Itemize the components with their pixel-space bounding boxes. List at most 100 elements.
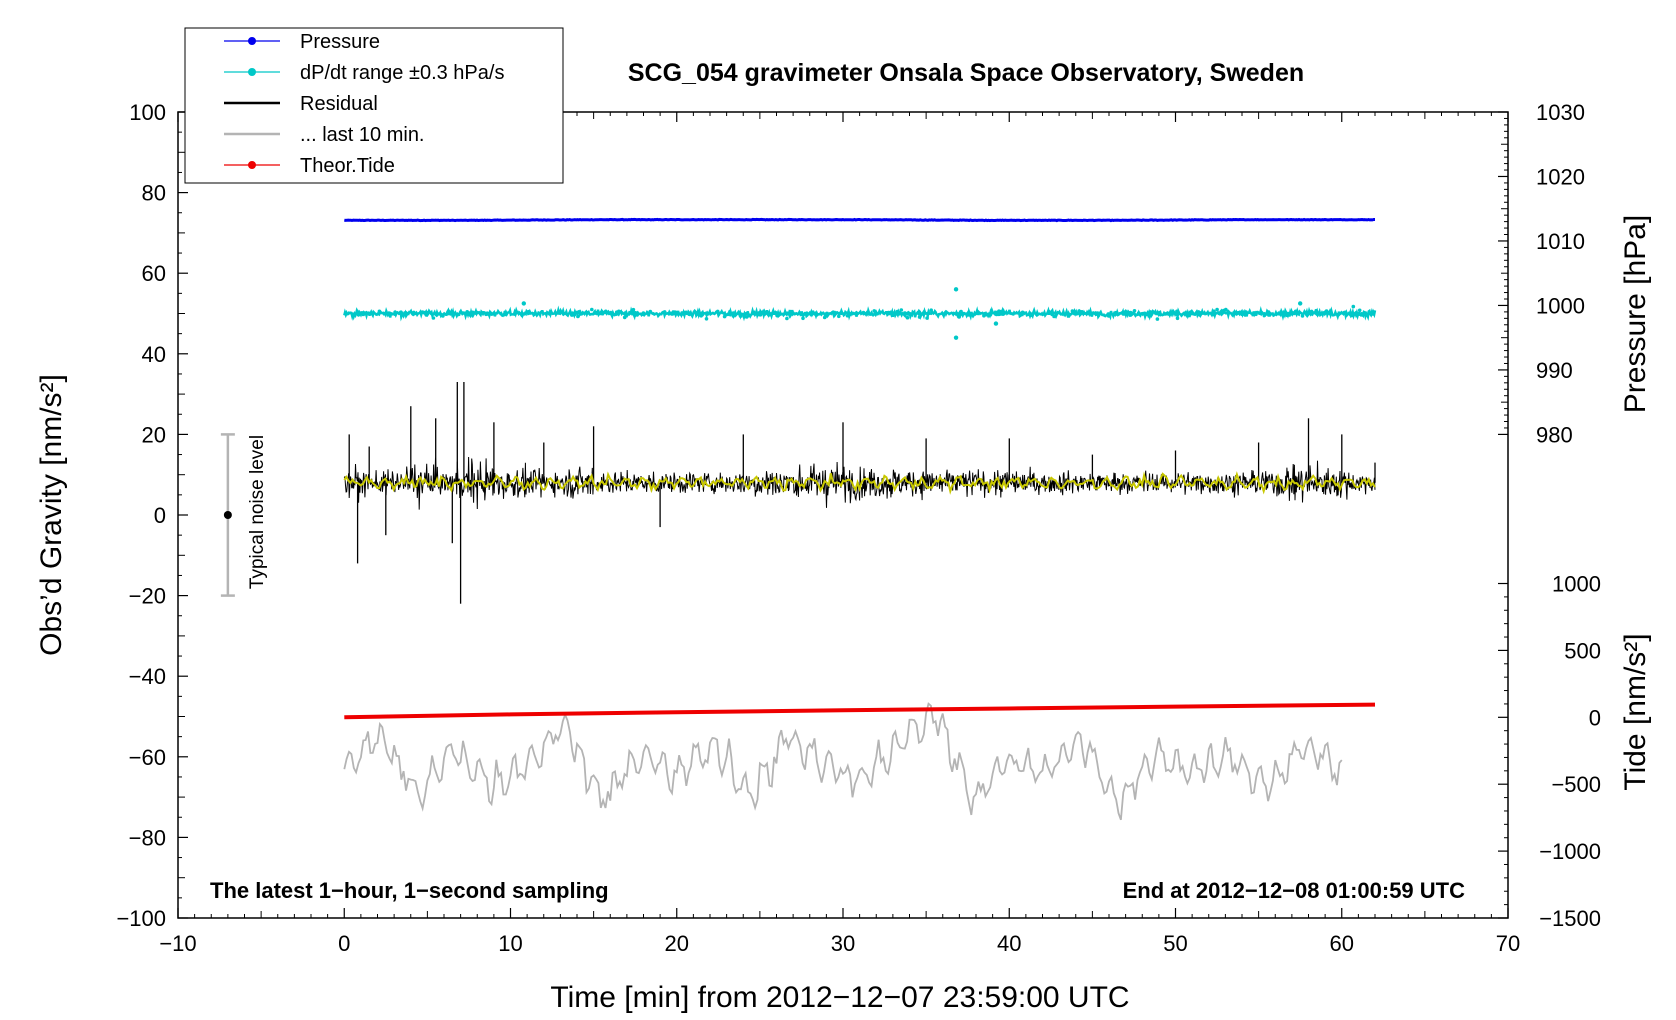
dpdt-point: [622, 315, 627, 320]
pressure-tick-label: 980: [1536, 422, 1573, 447]
dpdt-point: [431, 316, 436, 320]
dpdt-point: [614, 310, 619, 315]
dpdt-point: [905, 315, 910, 320]
dpdt-point: [962, 311, 966, 316]
dpdt-point: [460, 311, 465, 315]
dpdt-point: [1128, 310, 1133, 315]
dpdt-point: [399, 310, 403, 315]
dpdt-point: [600, 311, 605, 316]
y-axis-title-tide: Tide [nm/s²]: [1619, 633, 1652, 790]
y-axis-title-left: Obs’d Gravity [nm/s²]: [35, 374, 68, 656]
y-tick-label: 100: [129, 100, 166, 125]
tide-tick-label: −1500: [1539, 906, 1601, 931]
dpdt-point: [1197, 313, 1202, 317]
dpdt-point: [875, 312, 879, 316]
dpdt-point: [470, 310, 475, 315]
dpdt-point: [801, 316, 805, 321]
pressure-tick-label: 1020: [1536, 164, 1585, 189]
dpdt-point: [503, 310, 507, 315]
dpdt-point: [982, 313, 986, 318]
dpdt-point: [810, 310, 814, 315]
legend-marker: [248, 68, 256, 76]
dpdt-point: [609, 310, 613, 315]
x-tick-label: 50: [1163, 931, 1187, 956]
dpdt-point: [699, 314, 703, 318]
dpdt-point: [1030, 313, 1034, 318]
last-10-min-series: [343, 702, 1343, 821]
noise-bar-center-dot: [223, 511, 232, 519]
x-tick-label: −10: [159, 931, 196, 956]
tide-tick-label: 500: [1564, 638, 1601, 663]
dpdt-point: [1292, 311, 1296, 316]
dpdt-point: [775, 313, 779, 318]
y-tick-label: −20: [129, 584, 166, 609]
y-tick-label: 80: [142, 181, 166, 206]
dpdt-point: [548, 311, 553, 316]
dpdt-point: [393, 310, 397, 315]
dpdt-point: [1279, 310, 1283, 314]
legend-label: Theor.Tide: [300, 155, 395, 177]
dpdt-point: [481, 311, 486, 315]
tide-tick-label: −1000: [1539, 839, 1601, 864]
dpdt-point: [917, 315, 922, 319]
dpdt-point: [722, 314, 727, 319]
dpdt-point: [925, 316, 929, 320]
pressure-tick-label: 990: [1536, 358, 1573, 383]
dpdt-point: [604, 309, 608, 314]
pressure-tick-label: 1010: [1536, 229, 1585, 254]
dpdt-point: [630, 310, 635, 315]
dpdt-point: [631, 307, 636, 312]
dpdt-point: [1357, 308, 1362, 313]
dpdt-point: [1351, 304, 1356, 309]
dpdt-point: [465, 310, 470, 314]
dpdt-point: [1077, 309, 1081, 313]
dpdt-point: [1155, 317, 1160, 321]
dpdt-point: [1262, 313, 1267, 318]
tide-tick-label: −500: [1551, 772, 1601, 797]
dpdt-point: [673, 310, 678, 315]
tide-tick-label: 0: [1589, 705, 1601, 730]
dpdt-point: [1215, 307, 1219, 312]
dpdt-point: [1324, 309, 1329, 313]
dpdt-point: [745, 315, 749, 319]
dpdt-point: [590, 307, 594, 312]
noise-level-indicator: [220, 433, 235, 597]
x-tick-label: 60: [1330, 931, 1354, 956]
dpdt-point: [424, 310, 428, 315]
legend-label: dP/dt range ±0.3 hPa/s: [300, 62, 504, 84]
dpdt-point: [1175, 316, 1180, 321]
dpdt-point: [1020, 310, 1025, 315]
noise-level-label: Typical noise level: [247, 435, 268, 589]
dpdt-point: [704, 317, 709, 321]
y-axis-title-pressure: Pressure [hPa]: [1619, 215, 1652, 413]
dpdt-point: [1349, 313, 1354, 318]
dpdt-point: [356, 313, 361, 317]
dpdt-point: [377, 309, 382, 314]
dpdt-point: [570, 313, 574, 317]
dpdt-point: [1224, 307, 1228, 312]
axis-ticks: −10 0 10 20 30 40 50 60 70100806040200−20−40−60−…: [116, 100, 1601, 956]
dpdt-point: [1196, 310, 1201, 314]
dpdt-point: [988, 313, 993, 317]
dpdt-series-band: [343, 305, 1377, 322]
annotation-end-time: End at 2012−12−08 01:00:59 UTC: [1123, 878, 1466, 903]
dpdt-point: [1303, 310, 1308, 315]
dpdt-point: [997, 309, 1001, 314]
dpdt-point: [1285, 312, 1290, 317]
dpdt-outlier-point: [993, 321, 999, 326]
dpdt-point: [441, 314, 445, 318]
dpdt-point: [929, 308, 933, 313]
dpdt-point: [888, 310, 893, 315]
dpdt-point: [1314, 308, 1318, 313]
dpdt-point: [1254, 312, 1258, 317]
x-tick-label: 0: [338, 931, 350, 956]
annotation-sampling: The latest 1−hour, 1−second sampling: [210, 878, 609, 903]
y-tick-label: 40: [142, 342, 166, 367]
pressure-tick-label: 1000: [1536, 293, 1585, 318]
dpdt-point: [1356, 312, 1361, 317]
y-tick-label: 20: [142, 422, 166, 447]
x-tick-label: 10: [498, 931, 522, 956]
legend-marker: [248, 37, 256, 45]
dpdt-point: [1337, 311, 1342, 316]
